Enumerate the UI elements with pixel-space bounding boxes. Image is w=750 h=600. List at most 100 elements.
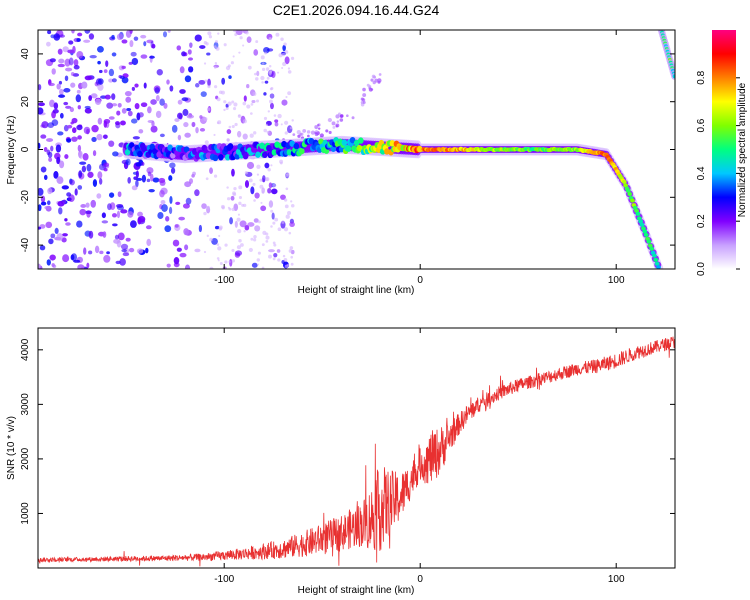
noise-blob	[135, 179, 139, 188]
noise-blob	[98, 69, 103, 74]
branch-dot	[328, 130, 332, 135]
noise-dot	[230, 61, 234, 65]
branch-dot	[317, 127, 321, 130]
noise-blob	[111, 93, 116, 100]
noise-dot	[227, 206, 230, 209]
noise-blob	[54, 227, 59, 234]
noise-blob	[269, 93, 275, 99]
noise-dot	[259, 178, 263, 182]
noise-blob	[96, 133, 103, 141]
branch-dot	[335, 114, 340, 119]
noise-blob	[105, 60, 109, 68]
noise-blob	[183, 228, 189, 236]
noise-dot	[269, 99, 273, 104]
ridge-core	[266, 144, 272, 152]
noise-dot	[236, 245, 242, 250]
branch-dot	[314, 125, 319, 130]
noise-blob	[246, 161, 255, 170]
ridge-core	[653, 257, 659, 262]
noise-dot	[289, 246, 294, 250]
noise-blob	[198, 79, 206, 85]
noise-blob	[166, 263, 171, 268]
spectrogram-panel: -100 0 100 -40 -20 0 20 40 Height of straight …	[6, 29, 676, 296]
noise-dot	[281, 67, 284, 70]
noise-blob	[88, 33, 95, 40]
noise-blob	[125, 96, 132, 103]
noise-dot	[249, 112, 253, 115]
ridge-core	[621, 179, 627, 184]
noise-dot	[290, 200, 293, 203]
noise-blob	[146, 178, 151, 183]
noise-blob	[65, 105, 72, 109]
noise-blob	[226, 129, 232, 135]
noise-dot	[223, 108, 226, 112]
colorbar-label: Normalized spectral amplitude	[737, 82, 748, 217]
noise-blob	[84, 75, 92, 81]
noise-dot	[221, 206, 225, 210]
noise-dot	[287, 210, 291, 215]
noise-dot	[261, 67, 266, 71]
noise-blob	[148, 188, 155, 193]
noise-blob	[77, 144, 82, 152]
noise-dot	[260, 75, 265, 81]
noise-dot	[257, 251, 261, 255]
noise-blob	[46, 259, 51, 266]
noise-blob	[289, 221, 295, 228]
snr-y-label: SNR (10 * v/v)	[6, 416, 17, 480]
branch-dot	[368, 87, 373, 92]
noise-blob	[38, 142, 41, 149]
noise-dot	[228, 125, 232, 129]
noise-blob	[79, 208, 87, 216]
noise-blob	[38, 107, 44, 115]
noise-blob	[108, 68, 115, 77]
ridge-core	[638, 219, 644, 224]
noise-blob	[102, 134, 108, 139]
noise-blob	[92, 150, 97, 157]
noise-dot	[261, 81, 264, 84]
noise-blob	[221, 77, 226, 85]
noise-blob	[126, 107, 132, 112]
noise-blob	[135, 170, 139, 179]
ridge-core	[349, 136, 356, 144]
noise-dot	[263, 128, 267, 133]
noise-dot	[238, 114, 241, 117]
noise-blob	[145, 247, 149, 254]
spectrogram-y-label: Frequency (Hz)	[6, 116, 17, 185]
noise-blob	[131, 185, 138, 191]
noise-dot	[289, 126, 293, 130]
noise-blob	[87, 171, 94, 178]
noise-dot	[238, 195, 243, 200]
noise-blob	[242, 133, 248, 140]
noise-dot	[237, 228, 242, 234]
noise-dot	[239, 36, 243, 40]
noise-blob	[132, 136, 140, 140]
noise-blob	[188, 66, 194, 73]
noise-blob	[52, 109, 59, 114]
noise-dot	[265, 235, 270, 240]
noise-blob	[117, 102, 122, 108]
noise-blob	[251, 262, 258, 268]
branch-dot	[360, 102, 365, 107]
branch-dot	[306, 130, 311, 134]
noise-dot	[218, 227, 223, 231]
noise-blob	[38, 102, 45, 107]
noise-dot	[283, 227, 289, 232]
noise-blob	[268, 249, 275, 253]
ridge-core	[358, 137, 364, 144]
noise-dot	[268, 254, 272, 259]
noise-blob	[90, 199, 96, 208]
noise-blob	[274, 119, 279, 123]
branch-dot	[327, 117, 332, 123]
noise-dot	[206, 205, 210, 210]
noise-blob	[89, 54, 97, 59]
branch-dot	[362, 101, 366, 104]
noise-blob	[191, 121, 196, 128]
noise-dot	[256, 258, 260, 262]
noise-blob	[96, 45, 104, 53]
noise-blob	[51, 68, 56, 75]
noise-blob	[186, 114, 195, 119]
noise-blob	[156, 69, 163, 76]
noise-dot	[248, 178, 253, 183]
noise-dot	[265, 177, 269, 181]
